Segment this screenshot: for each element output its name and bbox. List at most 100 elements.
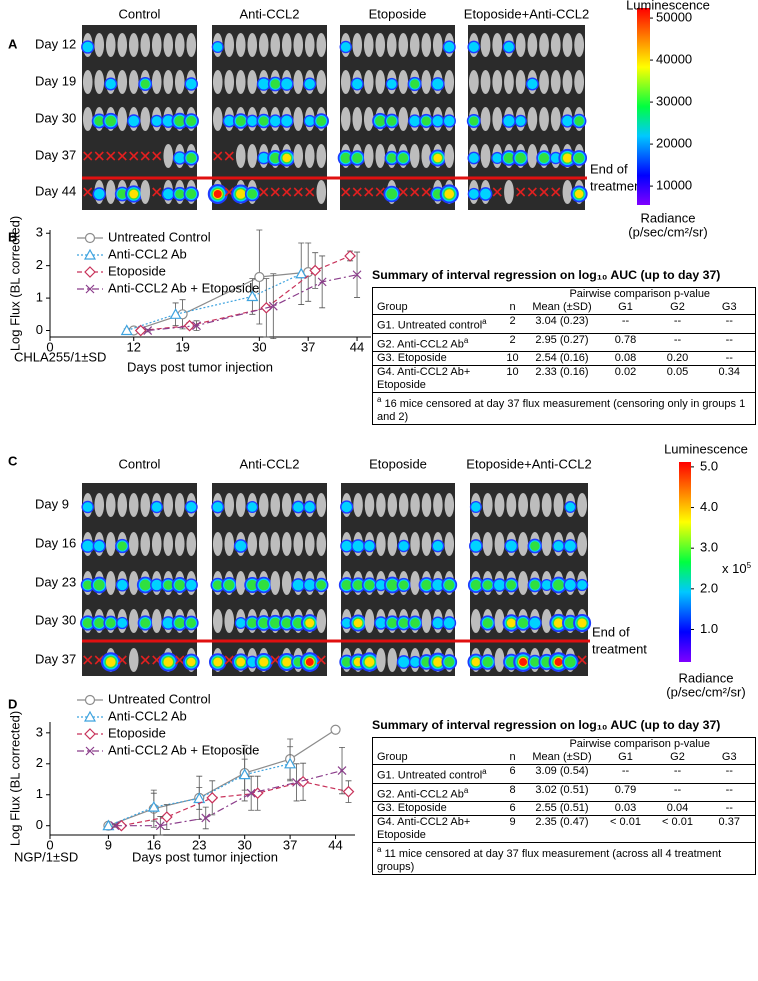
table-cell: 6	[500, 764, 525, 784]
signal	[470, 579, 482, 591]
mouse	[480, 107, 491, 131]
mouse	[117, 70, 128, 94]
marker	[169, 308, 182, 319]
signal	[432, 540, 443, 552]
marker	[337, 766, 347, 776]
mouse	[247, 70, 258, 94]
signal	[304, 502, 315, 512]
signal	[387, 153, 397, 163]
mouse	[105, 493, 116, 517]
signal	[342, 618, 352, 628]
table-cell: 0.04	[651, 801, 704, 817]
signal	[213, 42, 223, 52]
signal	[247, 657, 258, 667]
signal	[174, 617, 185, 629]
signal	[105, 657, 116, 667]
signal	[564, 617, 576, 629]
table-cell: 8	[500, 783, 525, 803]
cell-text: G1. Untreated control	[377, 319, 483, 332]
table-title: Summary of interval regression on log₁₀ …	[372, 718, 721, 732]
signal	[139, 579, 151, 591]
table-cell: 0.37	[703, 815, 756, 844]
group-title: Control	[119, 456, 161, 471]
signal	[398, 541, 409, 551]
mouse	[270, 532, 281, 556]
censored-mark	[282, 187, 292, 197]
mouse	[518, 532, 529, 556]
marker	[317, 277, 327, 287]
signal	[129, 189, 139, 199]
signal	[399, 580, 409, 590]
marker	[102, 819, 115, 831]
x-axis-label: Days post tumor injection	[127, 359, 273, 374]
signal	[386, 188, 398, 200]
signal	[235, 540, 247, 552]
mouse	[562, 180, 573, 204]
signal	[106, 618, 116, 628]
mouse	[293, 70, 304, 94]
mouse	[105, 33, 116, 57]
signal	[270, 617, 281, 629]
footnote-mark: a	[463, 335, 469, 345]
cell-text: < 0.01	[662, 816, 693, 829]
signal	[364, 580, 375, 590]
cell-text: 0.79	[614, 783, 637, 796]
y-tick-label: 0	[36, 322, 43, 337]
mouse	[553, 493, 564, 517]
mouse	[527, 107, 538, 131]
mouse	[304, 33, 315, 57]
signal	[352, 153, 363, 163]
column-header: G1	[599, 751, 652, 765]
signal	[577, 618, 587, 628]
signal	[140, 618, 151, 628]
signal	[352, 78, 363, 90]
x-axis-label: Days post tumor injection	[132, 849, 278, 864]
signal	[470, 540, 482, 552]
marker	[143, 326, 153, 335]
signal	[494, 579, 505, 591]
table-cell: 0.20	[651, 351, 704, 367]
panel-letter: C	[8, 453, 18, 468]
y-tick-label: 2	[36, 257, 43, 272]
signal	[117, 618, 128, 628]
colorbar	[637, 8, 650, 205]
mouse	[433, 493, 443, 517]
signal	[247, 579, 258, 591]
column-header: G3	[703, 301, 756, 315]
marker	[284, 757, 297, 769]
mouse	[541, 532, 552, 556]
mouse	[518, 493, 529, 517]
signal	[293, 617, 304, 629]
signal	[468, 41, 479, 53]
signal	[270, 152, 281, 164]
censored-mark	[259, 187, 269, 197]
mouse	[140, 33, 151, 57]
mouse	[140, 532, 151, 556]
censored-mark	[175, 655, 185, 665]
mouse	[550, 70, 561, 94]
cell-text: 0.02	[614, 366, 637, 379]
signal	[565, 502, 575, 512]
x-tick-label: 12	[127, 339, 141, 354]
signal	[506, 618, 516, 628]
mouse	[105, 571, 116, 595]
mouse	[247, 33, 258, 57]
mouse	[387, 532, 398, 556]
table-cell: --	[651, 333, 704, 353]
mouse	[541, 609, 552, 633]
signal	[186, 116, 197, 126]
signal	[506, 580, 517, 590]
mouse	[140, 107, 151, 131]
censored-mark	[224, 151, 234, 161]
panel-letter: B	[8, 229, 17, 244]
table-cell: --	[651, 314, 704, 334]
signal	[212, 501, 223, 513]
censored-mark	[516, 187, 526, 197]
table-cell: 0.34	[703, 365, 756, 394]
marker	[295, 267, 308, 279]
signal	[562, 153, 573, 163]
mouse	[186, 532, 197, 556]
x-tick-label: 44	[328, 837, 342, 852]
signal	[236, 657, 246, 667]
mouse	[247, 144, 258, 168]
